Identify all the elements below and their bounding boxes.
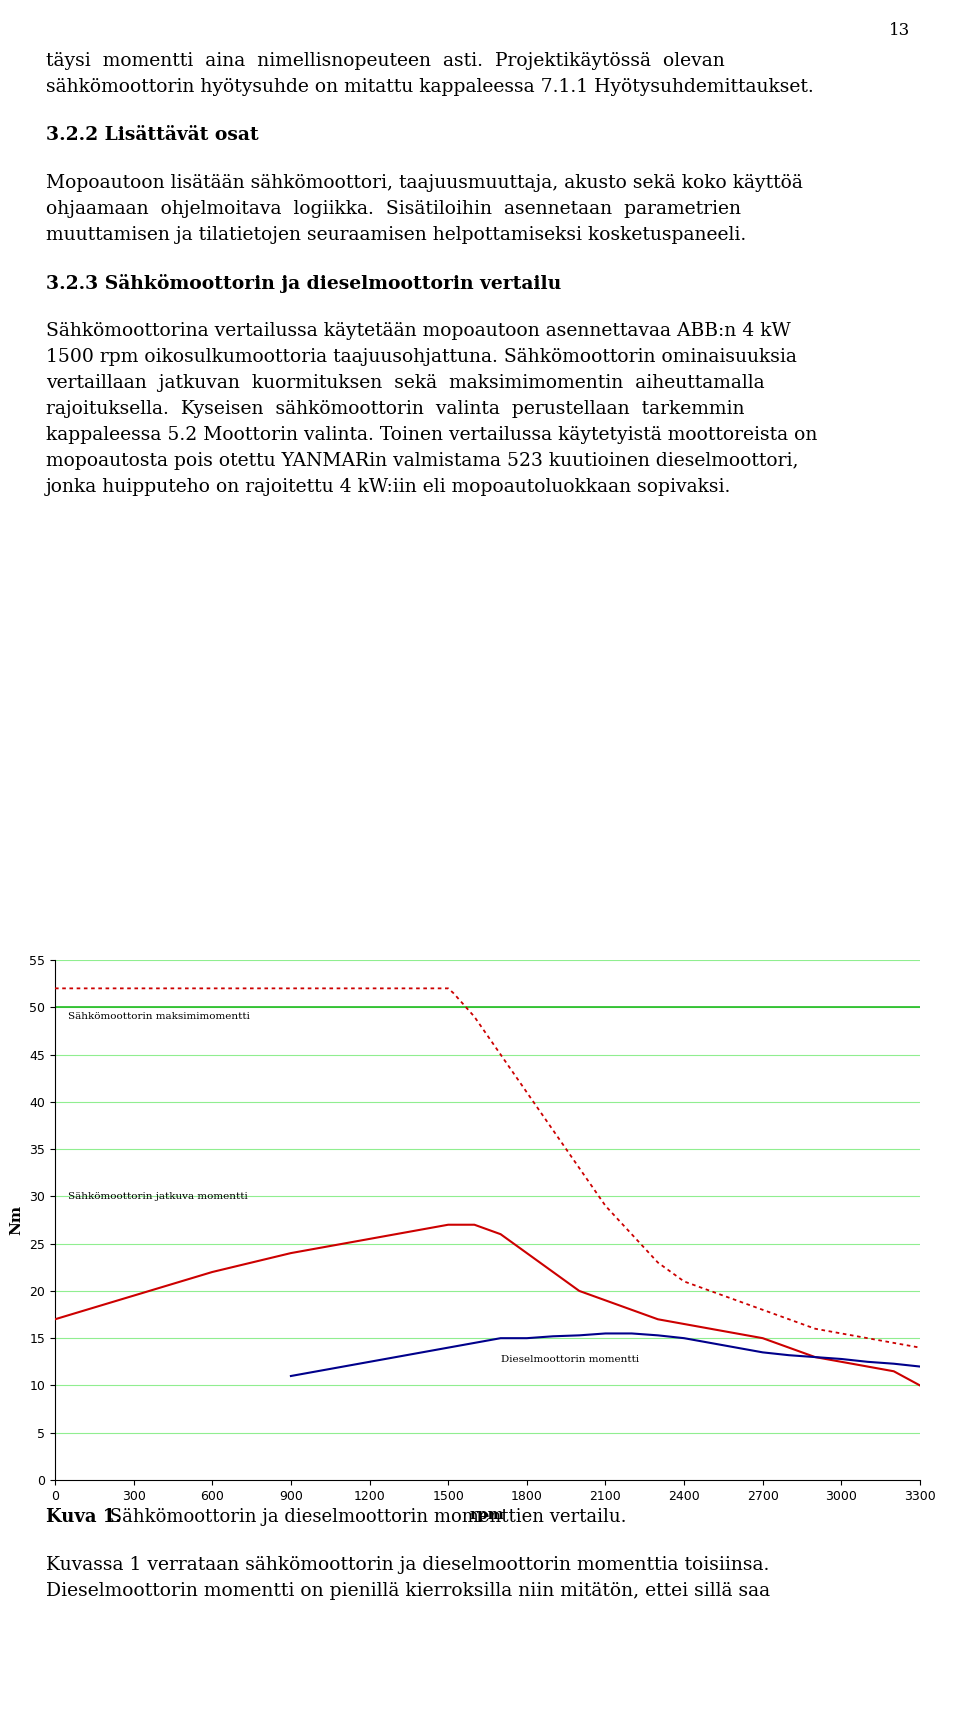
Text: Dieselmoottorin momentti on pienillä kierroksilla niin mitätön, ettei sillä saa: Dieselmoottorin momentti on pienillä kie…: [46, 1581, 770, 1600]
Text: jonka huipputeho on rajoitettu 4 kW:iin eli mopoautoluokkaan sopivaksi.: jonka huipputeho on rajoitettu 4 kW:iin …: [46, 477, 732, 496]
Text: ohjaamaan  ohjelmoitava  logiikka.  Sisätiloihin  asennetaan  parametrien: ohjaamaan ohjelmoitava logiikka. Sisätil…: [46, 199, 741, 218]
X-axis label: rpm: rpm: [470, 1508, 505, 1523]
Text: mopoautosta pois otettu YANMARin valmistama 523 kuutioinen dieselmoottori,: mopoautosta pois otettu YANMARin valmist…: [46, 452, 799, 470]
Text: 3.2.3 Sähkömoottorin ja dieselmoottorin vertailu: 3.2.3 Sähkömoottorin ja dieselmoottorin …: [46, 275, 562, 294]
Text: Kuvassa 1 verrataan sähkömoottorin ja dieselmoottorin momenttia toisiinsa.: Kuvassa 1 verrataan sähkömoottorin ja di…: [46, 1556, 769, 1574]
Text: Dieselmoottorin momentti: Dieselmoottorin momentti: [500, 1355, 638, 1365]
Text: rajoituksella.  Kyseisen  sähkömoottorin  valinta  perustellaan  tarkemmin: rajoituksella. Kyseisen sähkömoottorin v…: [46, 400, 745, 417]
Text: Kuva 1.: Kuva 1.: [46, 1508, 122, 1526]
Text: Sähkömoottorina vertailussa käytetään mopoautoon asennettavaa ABB:n 4 kW: Sähkömoottorina vertailussa käytetään mo…: [46, 323, 791, 340]
Text: sähkömoottorin hyötysuhde on mitattu kappaleessa 7.1.1 Hyötysuhdemittaukset.: sähkömoottorin hyötysuhde on mitattu kap…: [46, 77, 814, 96]
Text: Mopoautoon lisätään sähkömoottori, taajuusmuuttaja, akusto sekä koko käyttöä: Mopoautoon lisätään sähkömoottori, taaju…: [46, 173, 803, 192]
Text: 1500 rpm oikosulkumoottoria taajuusohjattuna. Sähkömoottorin ominaisuuksia: 1500 rpm oikosulkumoottoria taajuusohjat…: [46, 349, 797, 366]
Text: Sähkömoottorin maksimimomentti: Sähkömoottorin maksimimomentti: [68, 1013, 250, 1022]
Text: Sähkömoottorin jatkuva momentti: Sähkömoottorin jatkuva momentti: [68, 1192, 248, 1202]
Y-axis label: Nm: Nm: [10, 1205, 24, 1235]
Text: Sähkömoottorin ja dieselmoottorin momenttien vertailu.: Sähkömoottorin ja dieselmoottorin moment…: [104, 1508, 627, 1526]
Text: kappaleessa 5.2 Moottorin valinta. Toinen vertailussa käytetyistä moottoreista o: kappaleessa 5.2 Moottorin valinta. Toine…: [46, 426, 817, 445]
Text: täysi  momentti  aina  nimellisnopeuteen  asti.  Projektikäytössä  olevan: täysi momentti aina nimellisnopeuteen as…: [46, 52, 725, 70]
Text: 3.2.2 Lisättävät osat: 3.2.2 Lisättävät osat: [46, 125, 258, 144]
Text: muuttamisen ja tilatietojen seuraamisen helpottamiseksi kosketuspaneeli.: muuttamisen ja tilatietojen seuraamisen …: [46, 227, 746, 244]
Text: 13: 13: [889, 22, 910, 39]
Text: vertaillaan  jatkuvan  kuormituksen  sekä  maksimimomentin  aiheuttamalla: vertaillaan jatkuvan kuormituksen sekä m…: [46, 374, 764, 391]
